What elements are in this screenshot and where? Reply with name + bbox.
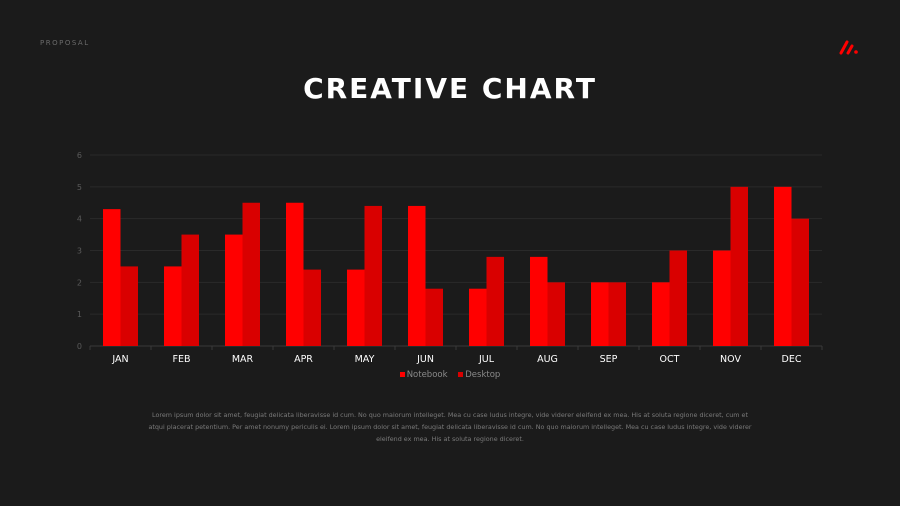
bar-notebook-nov[interactable] bbox=[713, 250, 731, 347]
x-tick-label: SEP bbox=[600, 354, 618, 365]
x-tick-label: JUN bbox=[416, 354, 434, 365]
legend-item-desktop[interactable]: Desktop bbox=[458, 370, 500, 380]
header-label: PROPOSAL bbox=[40, 39, 90, 47]
bar-notebook-feb[interactable] bbox=[164, 266, 182, 346]
bar-notebook-may[interactable] bbox=[347, 269, 365, 346]
legend-label-desktop: Desktop bbox=[465, 370, 501, 380]
bar-notebook-jun[interactable] bbox=[408, 205, 426, 346]
bar-notebook-oct[interactable] bbox=[652, 282, 670, 346]
bar-notebook-apr[interactable] bbox=[286, 202, 304, 346]
y-tick-label: 2 bbox=[77, 278, 82, 287]
legend-item-notebook[interactable]: Notebook bbox=[399, 370, 448, 380]
bar-desktop-jun[interactable] bbox=[425, 288, 444, 346]
brand-logo-icon bbox=[839, 40, 858, 55]
bar-notebook-mar[interactable] bbox=[225, 234, 243, 346]
bar-desktop-oct[interactable] bbox=[669, 250, 688, 347]
body-paragraph: Lorem ipsum dolor sit amet, feugiat deli… bbox=[148, 411, 752, 443]
y-tick-label: 1 bbox=[77, 310, 82, 319]
x-tick-label: JAN bbox=[111, 354, 128, 365]
bar-desktop-sep[interactable] bbox=[608, 282, 627, 346]
x-tick-label: DEC bbox=[782, 354, 802, 365]
bar-desktop-feb[interactable] bbox=[181, 234, 200, 346]
y-tick-label: 5 bbox=[77, 183, 82, 192]
legend-label-notebook: Notebook bbox=[406, 370, 448, 380]
x-tick-label: MAY bbox=[355, 354, 375, 365]
bar-desktop-may[interactable] bbox=[364, 205, 383, 346]
bar-desktop-mar[interactable] bbox=[242, 202, 261, 346]
x-tick-label: NOV bbox=[720, 354, 741, 365]
bar-notebook-jul[interactable] bbox=[469, 288, 487, 346]
bar-notebook-sep[interactable] bbox=[591, 282, 609, 346]
bar-notebook-aug[interactable] bbox=[530, 256, 548, 346]
page-title: CREATIVE CHART bbox=[303, 72, 597, 105]
x-tick-label: AUG bbox=[537, 354, 558, 365]
bar-notebook-jan[interactable] bbox=[103, 209, 121, 346]
x-tick-label: APR bbox=[294, 354, 313, 365]
y-tick-label: 4 bbox=[77, 215, 82, 224]
chart-legend: Notebook Desktop bbox=[0, 370, 900, 380]
y-tick-label: 0 bbox=[77, 342, 82, 351]
bar-desktop-apr[interactable] bbox=[303, 269, 322, 346]
bar-notebook-dec[interactable] bbox=[774, 186, 792, 346]
bar-desktop-jan[interactable] bbox=[120, 266, 139, 346]
bar-desktop-nov[interactable] bbox=[730, 186, 749, 346]
legend-swatch-desktop bbox=[458, 372, 464, 377]
bar-desktop-dec[interactable] bbox=[791, 218, 810, 346]
x-tick-label: MAR bbox=[232, 354, 254, 365]
x-tick-label: JUL bbox=[478, 354, 495, 365]
legend-swatch-notebook bbox=[399, 372, 405, 377]
x-tick-label: OCT bbox=[660, 354, 680, 365]
y-tick-label: 3 bbox=[77, 247, 82, 256]
bar-desktop-aug[interactable] bbox=[547, 282, 566, 346]
y-tick-label: 6 bbox=[77, 151, 82, 160]
x-tick-label: FEB bbox=[173, 354, 191, 365]
bar-desktop-jul[interactable] bbox=[486, 256, 505, 346]
